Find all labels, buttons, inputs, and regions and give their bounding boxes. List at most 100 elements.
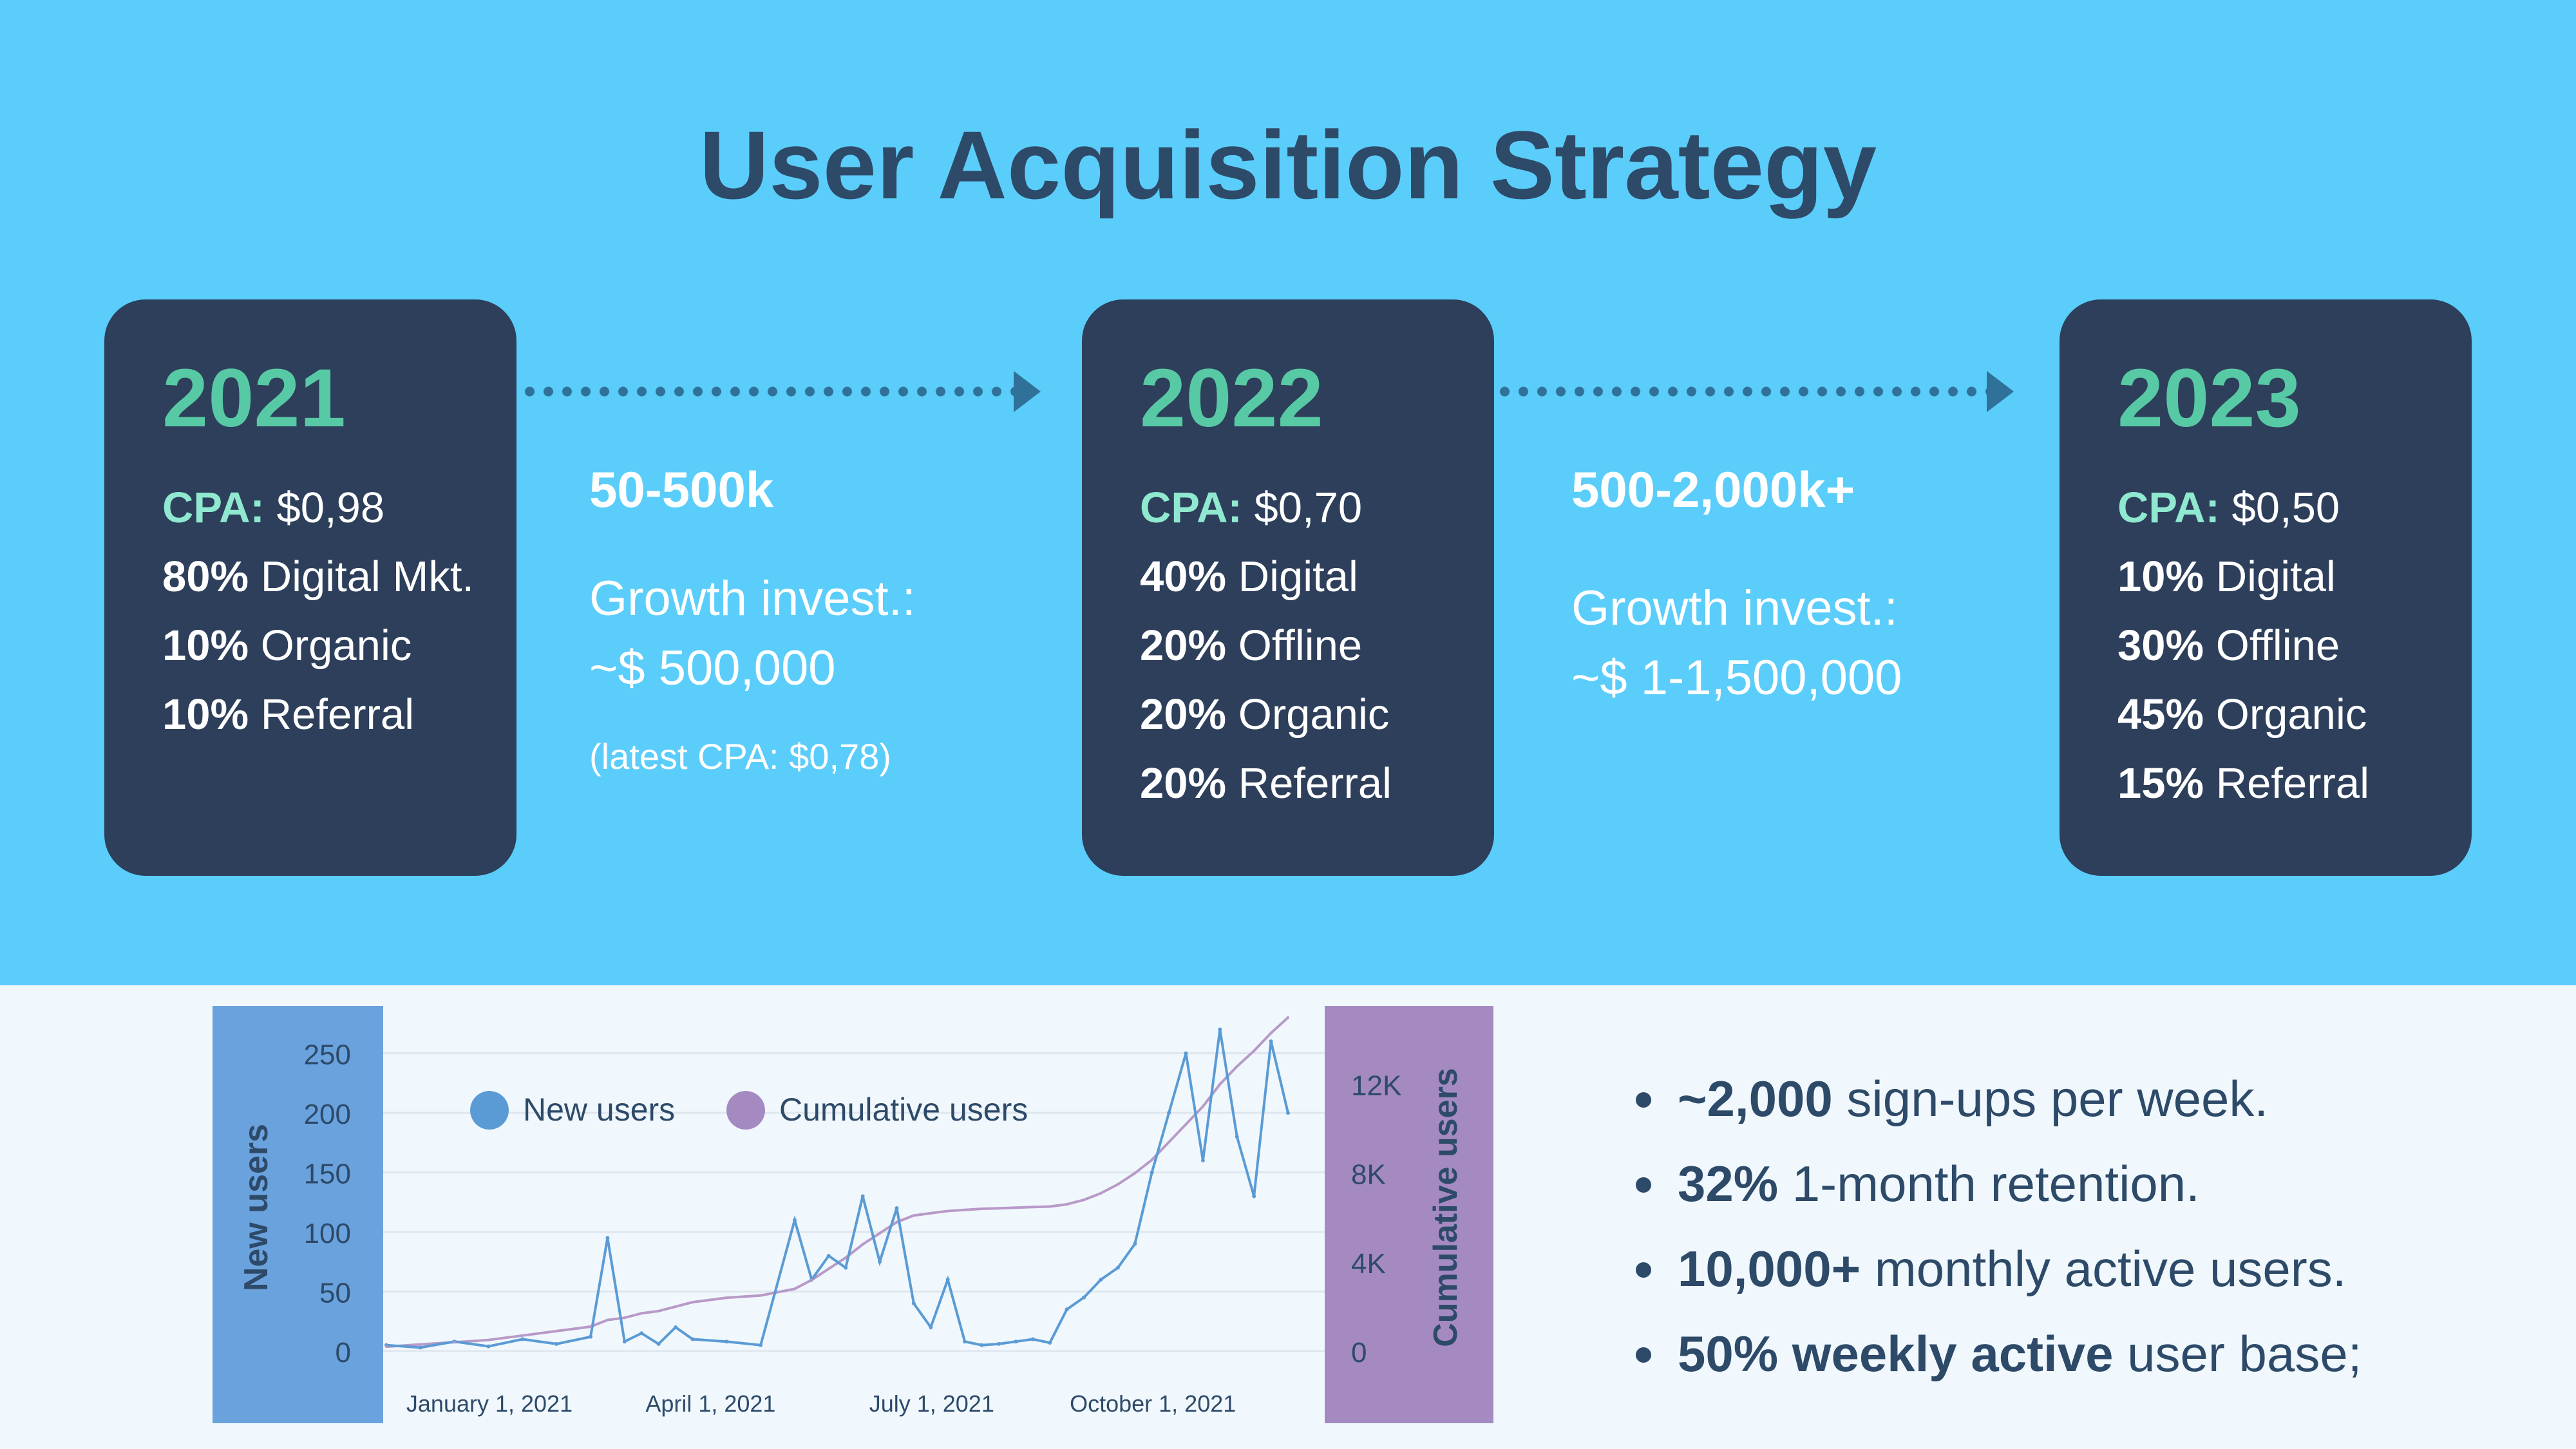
new-users-point (1167, 1111, 1171, 1115)
transition-2021-2022: 50-500k Growth invest.: ~$ 500,000 (late… (589, 460, 916, 777)
cumulative-users-point (844, 1256, 848, 1259)
new-users-point (1133, 1242, 1137, 1246)
channel-line: 15% Referral (2117, 759, 2370, 808)
bottom-section (0, 985, 2576, 1449)
new-users-point (1048, 1341, 1052, 1345)
channel-line: 45% Organic (2117, 690, 2367, 739)
new-users-point (639, 1331, 644, 1336)
new-users-point (724, 1340, 729, 1344)
year-card-2022: 2022 CPA: $0,70 40% Digital 20% Offline … (1082, 299, 1494, 876)
cumulative-users-point (912, 1214, 915, 1217)
channel-line: 10% Digital (2117, 553, 2336, 601)
bullet-icon (1636, 1347, 1651, 1363)
cumulative-users-point (946, 1209, 949, 1213)
new-users-point (945, 1278, 950, 1282)
new-users-point (690, 1337, 695, 1341)
cumulative-users-point (1133, 1171, 1137, 1175)
new-users-point (1115, 1265, 1120, 1270)
cumulative-users-point (487, 1338, 490, 1341)
x-tick-label: January 1, 2021 (406, 1390, 573, 1417)
cumulative-users-point (793, 1287, 796, 1291)
new-users-line (386, 1029, 1289, 1349)
y-right-tick-label: 8K (1351, 1159, 1386, 1191)
legend-new-users-label: New users (523, 1092, 675, 1128)
timeline-arrow-2 (1495, 371, 2014, 412)
new-users-point (929, 1325, 933, 1329)
y-left-tick-label: 0 (336, 1337, 351, 1368)
new-users-point (656, 1341, 661, 1346)
cumulative-users-point (657, 1309, 660, 1312)
metric-item: 32% 1-month retention. (1636, 1141, 2362, 1226)
cumulative-users-point (725, 1296, 728, 1300)
new-users-point (895, 1206, 899, 1210)
cumulative-users-point (1269, 1032, 1273, 1035)
cumulative-users-point (861, 1243, 864, 1246)
cumulative-users-point (555, 1329, 558, 1332)
y-left-tick-label: 50 (319, 1278, 351, 1309)
new-users-point (996, 1341, 1001, 1346)
cumulative-users-point (895, 1220, 898, 1224)
x-tick-label: April 1, 2021 (645, 1390, 775, 1417)
cumulative-users-point (453, 1341, 456, 1344)
cumulative-users-point (1253, 1049, 1256, 1052)
growth-invest-label: Growth invest.: (589, 571, 916, 626)
new-users-point (1200, 1159, 1205, 1162)
cumulative-users-point (1184, 1122, 1188, 1126)
growth-invest-value: ~$ 1-1,500,000 (1571, 650, 1902, 705)
new-users-point (844, 1265, 848, 1270)
legend-cumulative-label: Cumulative users (779, 1092, 1028, 1128)
latest-cpa-note: (latest CPA: $0,78) (589, 736, 891, 777)
new-users-point (1286, 1111, 1290, 1115)
new-users-point (980, 1343, 984, 1347)
cpa-line: CPA: $0,98 (162, 484, 385, 532)
page-title: User Acquisition Strategy (699, 111, 1877, 219)
new-users-point (1269, 1039, 1273, 1043)
new-users-point (588, 1334, 592, 1339)
new-users-point (1014, 1340, 1018, 1344)
transition-2022-2023: 500-2,000k+ Growth invest.: ~$ 1-1,500,0… (1571, 460, 1902, 713)
cumulative-users-point (980, 1207, 983, 1210)
left-axis-band (213, 1006, 383, 1423)
new-users-point (1099, 1278, 1103, 1282)
cumulative-users-point (1168, 1141, 1171, 1144)
cumulative-users-point (521, 1334, 524, 1337)
cumulative-users-point (589, 1325, 592, 1329)
cumulative-users-point (827, 1267, 830, 1271)
cumulative-users-point (878, 1231, 882, 1235)
growth-invest-label: Growth invest.: (1571, 581, 1898, 636)
new-users-point (792, 1218, 797, 1222)
bullet-icon (1636, 1177, 1651, 1193)
metric-item: ~2,000 sign-ups per week. (1636, 1056, 2362, 1141)
new-users-point (911, 1302, 916, 1305)
y-right-tick-label: 4K (1351, 1248, 1386, 1280)
legend: New users Cumulative users (470, 1091, 1028, 1130)
channel-line: 20% Referral (1140, 759, 1392, 808)
y-axis-right-label: Cumulative users (1427, 1068, 1464, 1347)
cumulative-users-point (997, 1207, 1000, 1210)
new-users-point (1184, 1051, 1188, 1056)
cumulative-users-point (385, 1345, 388, 1349)
cpa-line: CPA: $0,50 (2117, 484, 2340, 532)
y-left-tick-label: 100 (304, 1218, 351, 1249)
cumulative-users-point (1235, 1065, 1238, 1068)
bullet-icon (1636, 1262, 1651, 1278)
year-label: 2021 (162, 352, 346, 444)
arrow-head-icon (1987, 371, 2014, 412)
new-users-point (1235, 1135, 1239, 1139)
new-users-point (554, 1341, 559, 1346)
new-users-point (1150, 1170, 1154, 1175)
timeline-arrow-1 (520, 371, 1041, 412)
cumulative-users-point (1014, 1206, 1018, 1209)
x-tick-label: October 1, 2021 (1070, 1390, 1236, 1417)
year-card-2023: 2023 CPA: $0,50 10% Digital 30% Offline … (2060, 299, 2472, 876)
channel-line: 10% Organic (162, 621, 412, 670)
new-users-point (605, 1236, 610, 1240)
x-tick-label: July 1, 2021 (869, 1390, 994, 1417)
cumulative-users-point (623, 1316, 626, 1320)
y-left-tick-label: 200 (304, 1099, 351, 1130)
y-right-tick-label: 0 (1351, 1337, 1367, 1368)
channel-line: 20% Organic (1140, 690, 1390, 739)
cumulative-users-point (674, 1305, 677, 1308)
new-users-point (486, 1344, 491, 1349)
